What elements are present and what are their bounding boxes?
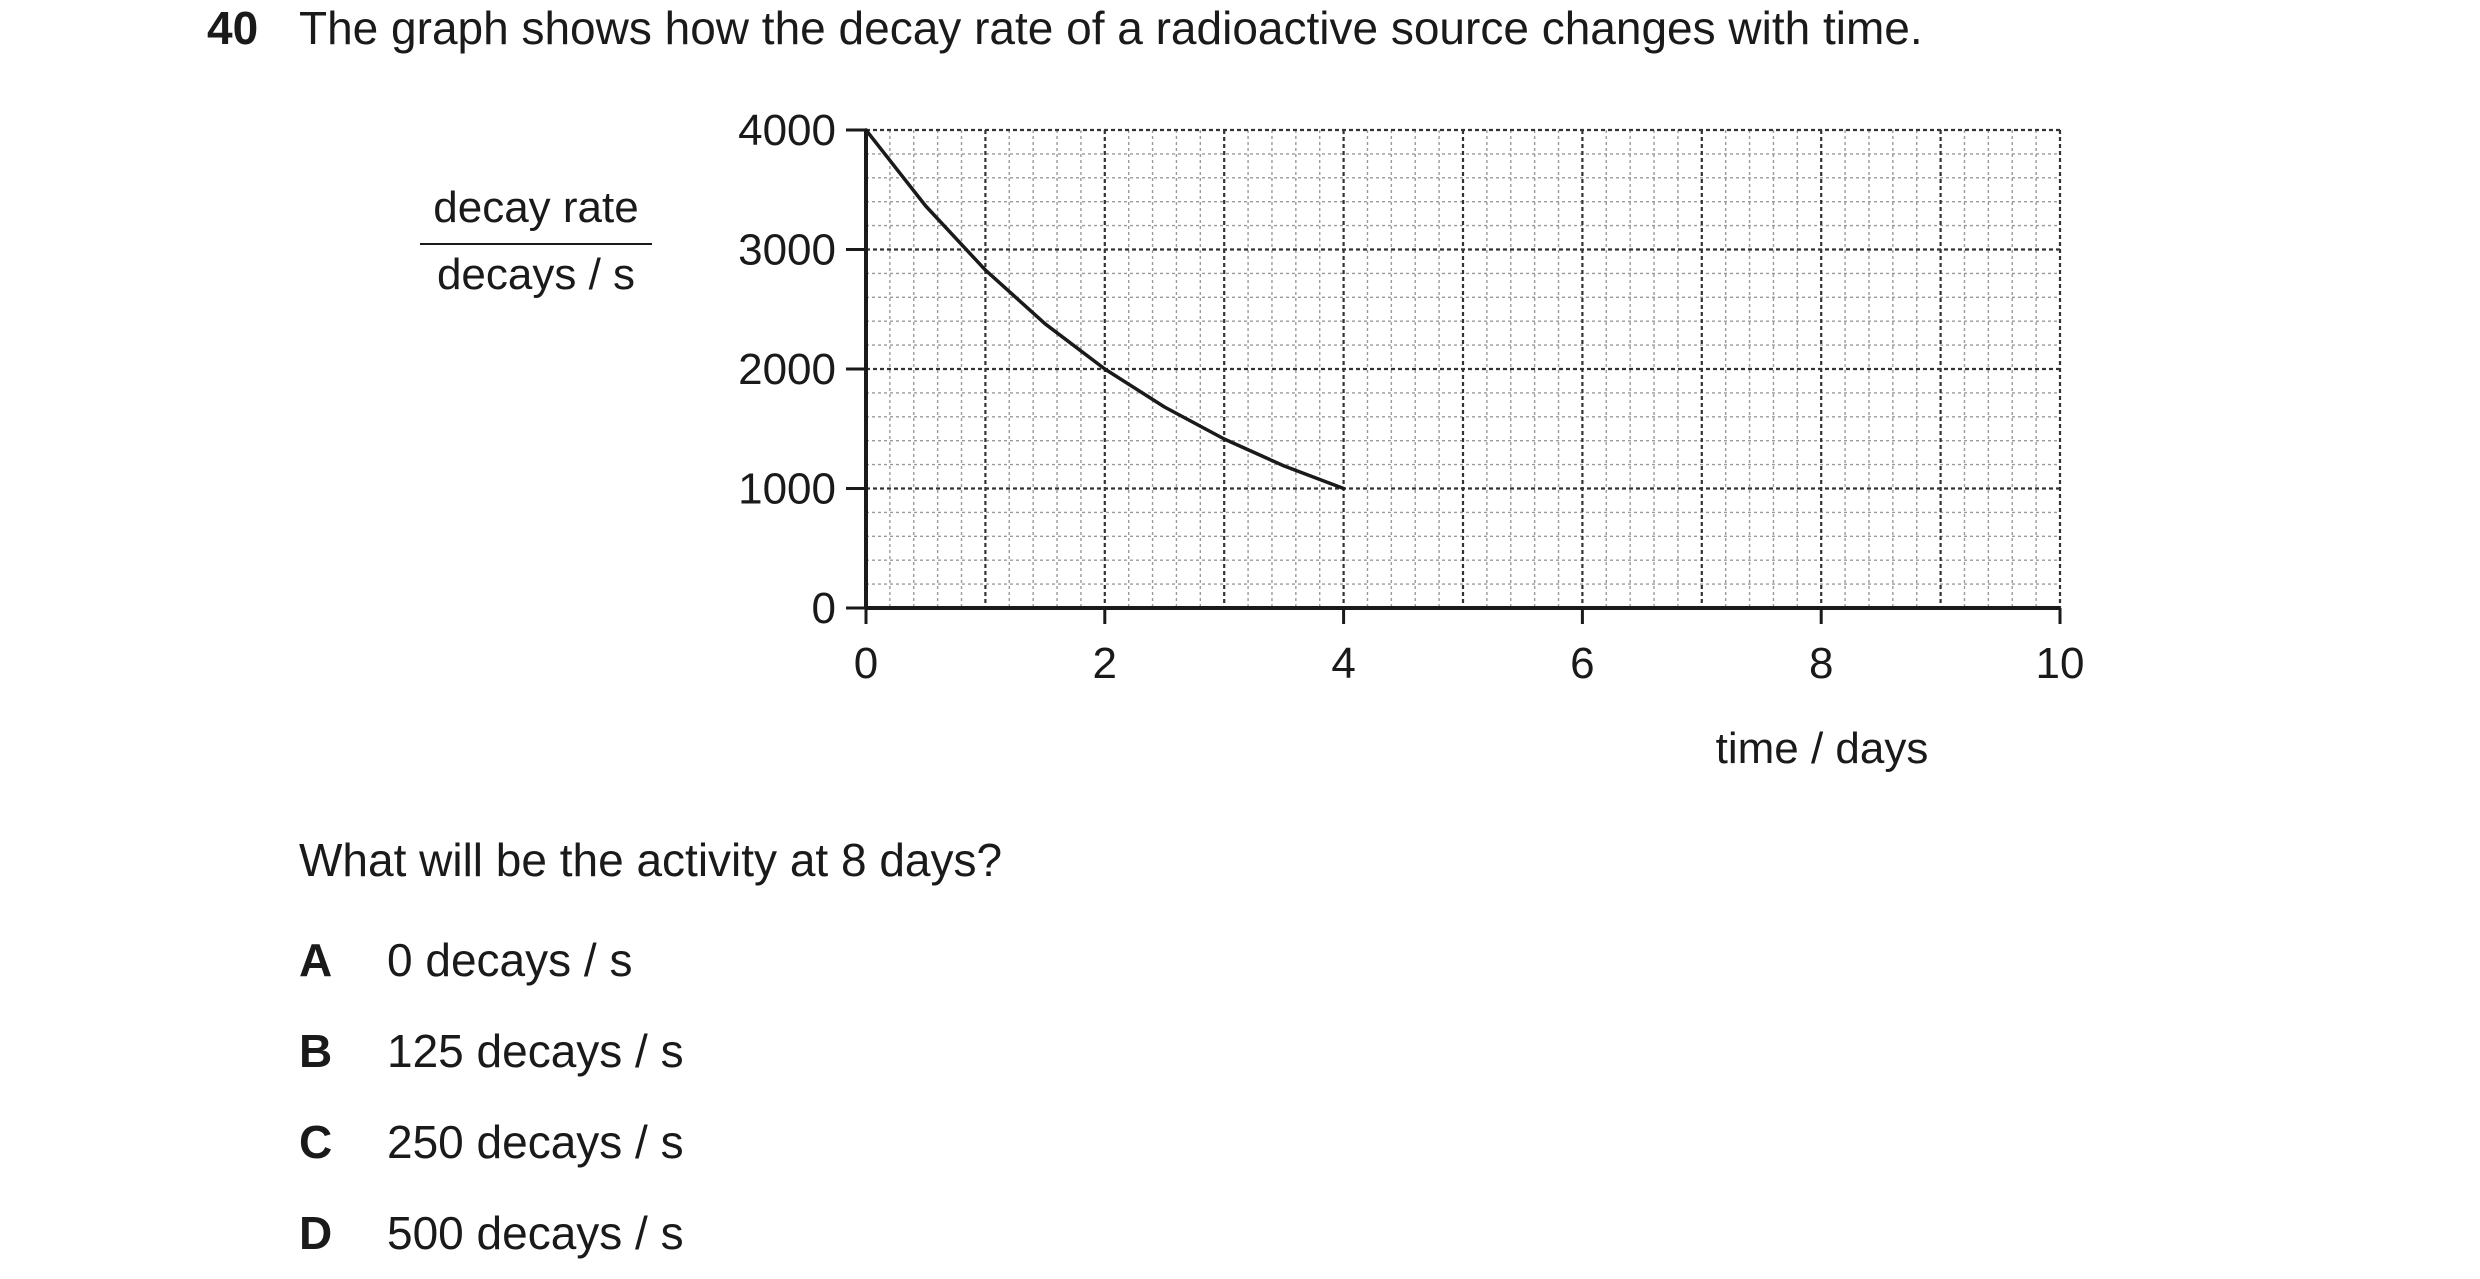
option-c-letter: C: [299, 1116, 333, 1168]
question-prompt: What will be the activity at 8 days?: [299, 834, 1003, 886]
option-d-letter: D: [299, 1207, 333, 1259]
x-tick-label: 0: [854, 639, 878, 688]
option-b-letter: B: [299, 1025, 333, 1077]
chart-series: [864, 128, 1346, 491]
chart-ticks: 0 2 4 6 8 10 0 1000 2000 3000 4000: [738, 106, 2084, 688]
option-a-letter: A: [299, 934, 333, 986]
option-b-text: 125 decays / s: [387, 1025, 684, 1077]
y-axis-label-top: decay rate: [433, 183, 639, 232]
option-a-text: 0 decays / s: [387, 934, 633, 986]
y-tick-label: 4000: [738, 106, 836, 155]
y-tick-label: 0: [812, 584, 836, 633]
grid-major-lines: [866, 128, 2062, 608]
y-tick-label: 2000: [738, 345, 836, 394]
y-tick-label: 1000: [738, 465, 836, 514]
option-c-text: 250 decays / s: [387, 1116, 684, 1168]
x-tick-label: 8: [1809, 639, 1833, 688]
x-tick-label: 10: [2036, 639, 2085, 688]
option-d-text: 500 decays / s: [387, 1207, 684, 1259]
y-axis-label-bottom: decays / s: [436, 250, 636, 299]
x-tick-label: 6: [1570, 639, 1594, 688]
decay-curve: [864, 128, 1346, 491]
x-axis-label: time / days: [1716, 724, 1929, 773]
y-tick-label: 3000: [738, 226, 836, 275]
y-axis-label-fraction-bar: [420, 243, 652, 245]
x-tick-label: 2: [1093, 639, 1117, 688]
decay-rate-chart: 0 2 4 6 8 10 0 1000 2000 3000 4000 time / days: [738, 106, 2084, 773]
question-number: 40: [207, 2, 259, 54]
x-tick-label: 4: [1331, 639, 1355, 688]
question-stem: The graph shows how the decay rate of a …: [299, 2, 1923, 54]
